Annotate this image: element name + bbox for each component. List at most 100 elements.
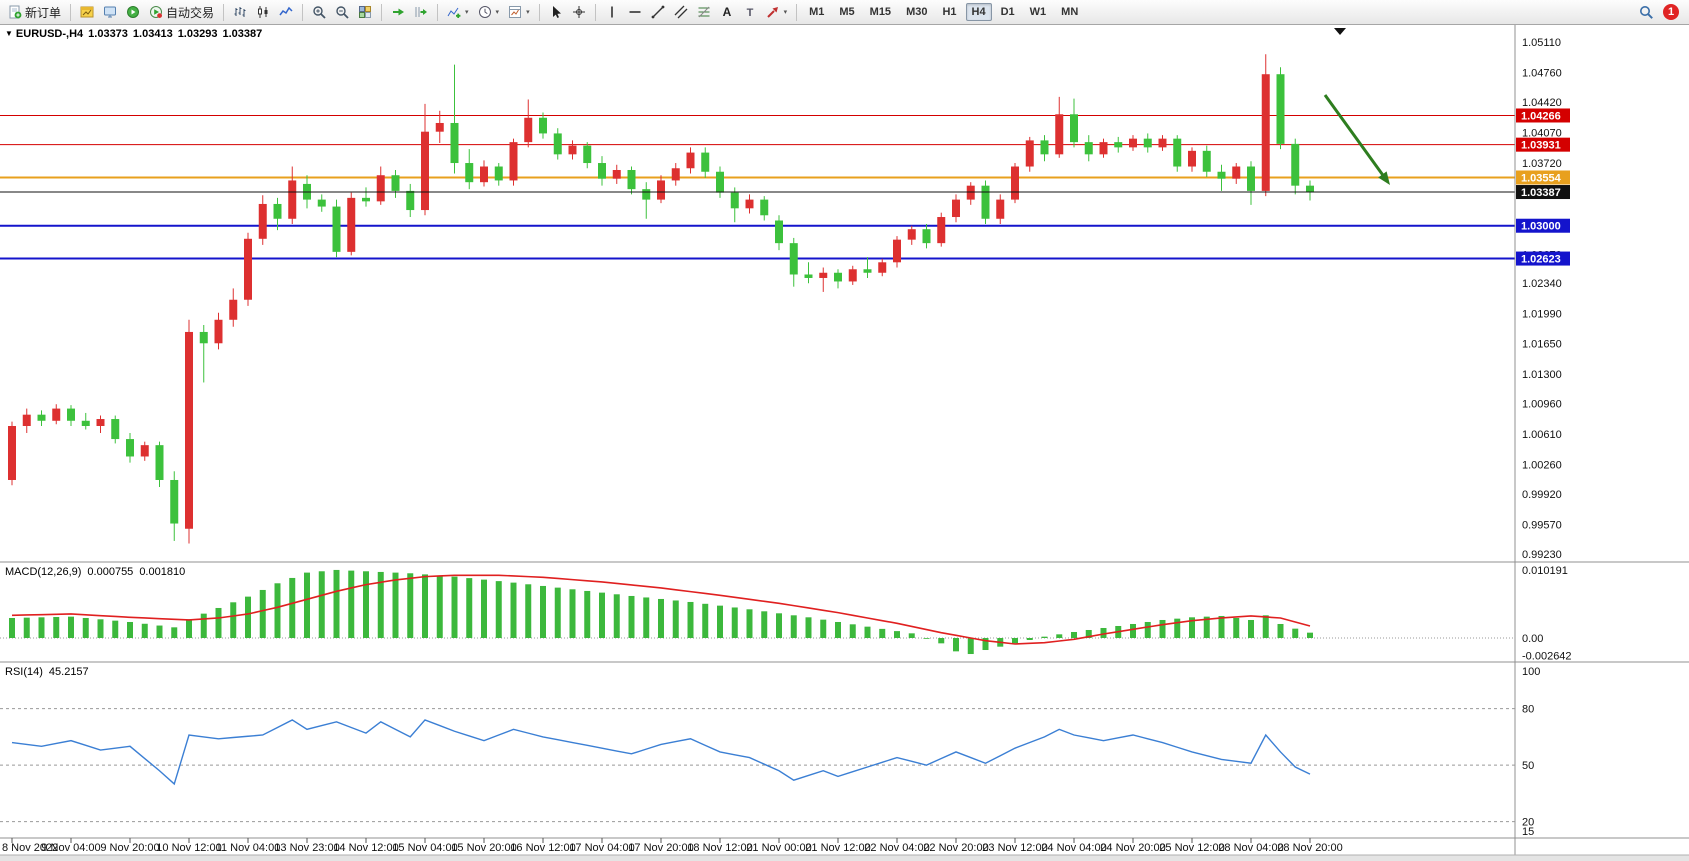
chart-shift-icon bbox=[415, 7, 428, 17]
zoom-out-button[interactable] bbox=[331, 2, 353, 23]
tile-windows-button[interactable] bbox=[354, 2, 376, 23]
auto-scroll-button[interactable] bbox=[387, 2, 409, 23]
chart-window: 1.05110 1.04760 1.04420 1.04070 1.03720 1.033… bbox=[0, 25, 1689, 861]
search-button[interactable] bbox=[1635, 2, 1657, 23]
price-axis-label: 1.01990 bbox=[1522, 309, 1562, 321]
toolbar-separator bbox=[796, 3, 798, 21]
timeframe-button-m5[interactable]: M5 bbox=[839, 6, 855, 18]
time-axis-label: 10 Nov 12:00 bbox=[156, 842, 221, 854]
trendline-button[interactable] bbox=[647, 2, 669, 23]
macd-panel-label: MACD(12,26,9) 0.000755 0.001810 bbox=[5, 566, 185, 578]
rsi-value: 45.2157 bbox=[48, 666, 89, 678]
rsi-axis-label: 100 bbox=[1522, 666, 1540, 678]
svg-text:T: T bbox=[746, 7, 753, 19]
timeframe-button-w1[interactable]: W1 bbox=[1029, 6, 1047, 18]
macd-signal-line bbox=[11, 574, 1311, 645]
price-level-badge bbox=[1516, 251, 1570, 266]
arrows-button[interactable]: ▾ bbox=[762, 2, 792, 23]
new-chart-button[interactable] bbox=[76, 2, 98, 23]
toolbar-separator bbox=[302, 3, 304, 21]
zoom-in-button[interactable] bbox=[308, 2, 330, 23]
chart-shift-button[interactable] bbox=[410, 2, 432, 23]
horizontal-line-button[interactable] bbox=[624, 2, 646, 23]
refresh-button[interactable] bbox=[122, 2, 144, 23]
symbol-period-label: EURUSD-,H4 bbox=[15, 28, 84, 40]
price-level-badge-text: 1.03000 bbox=[1521, 221, 1561, 233]
periods-button[interactable]: ▾ bbox=[474, 2, 504, 23]
rsi-indicator-name: RSI(14) bbox=[5, 666, 43, 678]
line-chart-button[interactable] bbox=[275, 2, 297, 23]
trend-arrow-head bbox=[1378, 171, 1390, 185]
rsi-axis-label: 20 bbox=[1522, 817, 1534, 829]
price-axis-label: 1.00960 bbox=[1522, 398, 1562, 410]
time-axis-label: 28 Nov 04:00 bbox=[1218, 842, 1283, 854]
price-level-badge-text: 1.04266 bbox=[1521, 110, 1561, 122]
text-button[interactable]: A bbox=[716, 2, 738, 23]
cursor-button[interactable] bbox=[545, 2, 567, 23]
text-icon: A bbox=[722, 5, 731, 19]
toolbar-separator bbox=[538, 3, 540, 21]
timeframe-button-h1[interactable]: H1 bbox=[942, 6, 957, 18]
timeframe-button-m15[interactable]: M15 bbox=[869, 6, 892, 18]
cursor-icon bbox=[552, 6, 561, 18]
candlestick-chart-button[interactable] bbox=[252, 2, 274, 23]
zoom-out-icon bbox=[336, 6, 349, 19]
price-axis-label: 1.04420 bbox=[1522, 97, 1562, 109]
trend-arrow-annotation[interactable] bbox=[1323, 94, 1387, 180]
time-axis-label: 16 Nov 12:00 bbox=[510, 842, 575, 854]
symbol-dropdown-icon[interactable]: ▼ bbox=[5, 29, 13, 38]
main-toolbar: 新订单 自动交易 ▾ ▾ ▾ A T ▾ M1 M5 M15 M30 H1 H4 D1 W1 MN 1 bbox=[0, 0, 1689, 25]
macd-axis-label: 0.00 bbox=[1522, 633, 1543, 645]
timeframe-button-mn[interactable]: MN bbox=[1061, 6, 1079, 18]
auto-trading-button[interactable]: 自动交易 bbox=[145, 2, 218, 23]
templates-button[interactable]: ▾ bbox=[504, 2, 534, 23]
vline-icon bbox=[610, 6, 613, 18]
crosshair-button[interactable] bbox=[568, 2, 590, 23]
toolbar-separator bbox=[223, 3, 225, 21]
notification-badge[interactable]: 1 bbox=[1663, 4, 1679, 20]
toolbar-separator bbox=[70, 3, 72, 21]
timeframe-button-m30[interactable]: M30 bbox=[906, 6, 928, 18]
time-axis-label: 8 Nov 2022 bbox=[2, 842, 58, 854]
price-axis-label: 1.04760 bbox=[1522, 67, 1562, 79]
channel-button[interactable] bbox=[670, 2, 692, 23]
time-axis-label: 15 Nov 20:00 bbox=[451, 842, 516, 854]
new-order-button-label: 新订单 bbox=[25, 5, 62, 20]
time-axis-label: 24 Nov 20:00 bbox=[1100, 842, 1165, 854]
price-axis-label: 1.05110 bbox=[1522, 37, 1561, 49]
time-axis-label: 25 Nov 12:00 bbox=[1159, 842, 1224, 854]
label-button[interactable]: T bbox=[739, 2, 761, 23]
price-axis-label: 1.00610 bbox=[1522, 429, 1562, 441]
price-axis-label: 1.01650 bbox=[1522, 338, 1562, 350]
vertical-line-button[interactable] bbox=[601, 2, 623, 23]
time-axis-label: 9 Nov 04:00 bbox=[41, 842, 100, 854]
price-axis-label: 0.99920 bbox=[1522, 489, 1562, 501]
price-level-badge-text: 1.03931 bbox=[1521, 140, 1561, 152]
timeframe-button-d1[interactable]: D1 bbox=[1000, 6, 1015, 18]
eurusd-h4-chart[interactable]: 1.05110 1.04760 1.04420 1.04070 1.03720 1.033… bbox=[0, 25, 1689, 861]
tile-icon bbox=[359, 6, 372, 18]
market-watch-button[interactable] bbox=[99, 2, 121, 23]
current-price-badge bbox=[1516, 185, 1570, 200]
new-order-button[interactable]: 新订单 bbox=[4, 2, 65, 23]
blue-monitor-icon bbox=[104, 6, 117, 18]
rsi-axis-label: 50 bbox=[1522, 760, 1534, 772]
indicators-button[interactable]: ▾ bbox=[443, 2, 473, 23]
macd-axis-label: -0.002642 bbox=[1522, 651, 1572, 663]
time-axis-label: 24 Nov 04:00 bbox=[1041, 842, 1106, 854]
auto-scroll-icon bbox=[393, 8, 405, 16]
dropdown-arrow-icon: ▾ bbox=[526, 9, 530, 16]
time-axis-label: 22 Nov 20:00 bbox=[923, 842, 988, 854]
time-axis-label: 21 Nov 00:00 bbox=[746, 842, 811, 854]
clock-icon bbox=[478, 6, 491, 18]
fibonacci-button[interactable] bbox=[693, 2, 715, 23]
bar-chart-button[interactable] bbox=[229, 2, 251, 23]
timeframe-button-m1[interactable]: M1 bbox=[809, 6, 825, 18]
time-axis-label: 17 Nov 20:00 bbox=[628, 842, 693, 854]
timeframe-button-h4[interactable]: H4 bbox=[965, 3, 992, 21]
chart-shift-marker[interactable] bbox=[1334, 28, 1346, 35]
price-axis-label: 1.01300 bbox=[1522, 369, 1562, 381]
time-axis-label: 9 Nov 20:00 bbox=[100, 842, 159, 854]
toolbar-separator bbox=[437, 3, 439, 21]
price-level-badge bbox=[1516, 108, 1570, 123]
